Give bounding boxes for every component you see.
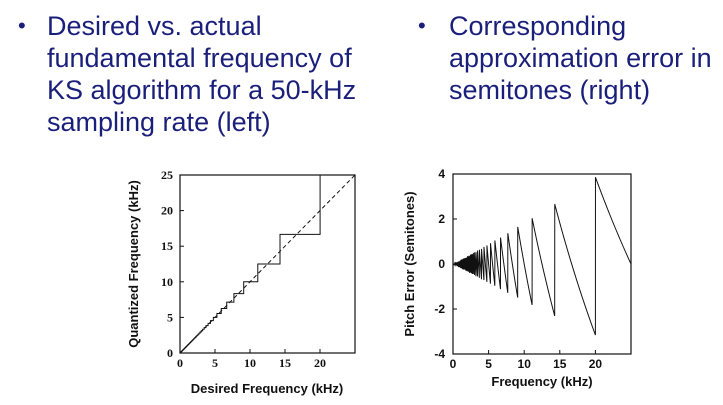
- y-tick-label: 10: [161, 275, 173, 289]
- y-tick-label: 5: [167, 310, 173, 324]
- y-tick-label: 0: [167, 346, 173, 360]
- pitch-error-line: [452, 177, 632, 336]
- y-tick-label: -2: [434, 302, 445, 316]
- x-tick-label: 5: [212, 356, 218, 370]
- bullet-right: • Corresponding approximation error in s…: [418, 10, 718, 120]
- y-tick-label: -4: [434, 347, 445, 361]
- bullet-right-text: Corresponding approximation error in sem…: [449, 11, 712, 105]
- y-tick-label: 0: [438, 257, 445, 271]
- y-tick-label: 25: [161, 168, 173, 182]
- y-tick-label: 2: [438, 212, 445, 226]
- x-axis-label: Desired Frequency (kHz): [191, 381, 343, 396]
- bullet-marker: •: [18, 13, 26, 38]
- x-tick-label: 0: [177, 356, 183, 370]
- x-axis-label: Frequency (kHz): [491, 374, 592, 389]
- x-tick-label: 15: [279, 356, 291, 370]
- x-tick-label: 10: [518, 357, 532, 371]
- quantized-frequency-line: [179, 174, 355, 354]
- quantized-frequency-chart: 0 5 10 15 20 0 5 10 15 20 25 Desired Frequency (kH…: [126, 168, 356, 396]
- y-tick-label: 20: [161, 204, 173, 218]
- bullet-left: • Desired vs. actual fundamental frequen…: [18, 10, 388, 150]
- y-axis-label: Quantized Frequency (kHz): [126, 180, 141, 348]
- y-tick-label: 15: [161, 239, 173, 253]
- x-tick-label: 15: [553, 357, 567, 371]
- x-tick-label: 0: [450, 357, 457, 371]
- bullet-left-text: Desired vs. actual fundamental frequency…: [47, 11, 357, 137]
- y-tick-label: 4: [438, 167, 445, 181]
- x-tick-label: 20: [314, 356, 326, 370]
- pitch-error-chart: 0 5 10 15 20 -4 -2 0 2 4 Frequency (kHz) Pitch Er…: [402, 167, 632, 389]
- bullet-marker: •: [418, 13, 426, 38]
- y-axis-label: Pitch Error (Semitones): [402, 191, 417, 336]
- plot-frame: [179, 174, 356, 354]
- x-tick-label: 10: [244, 356, 256, 370]
- x-tick-label: 20: [589, 357, 603, 371]
- x-tick-label: 5: [485, 357, 492, 371]
